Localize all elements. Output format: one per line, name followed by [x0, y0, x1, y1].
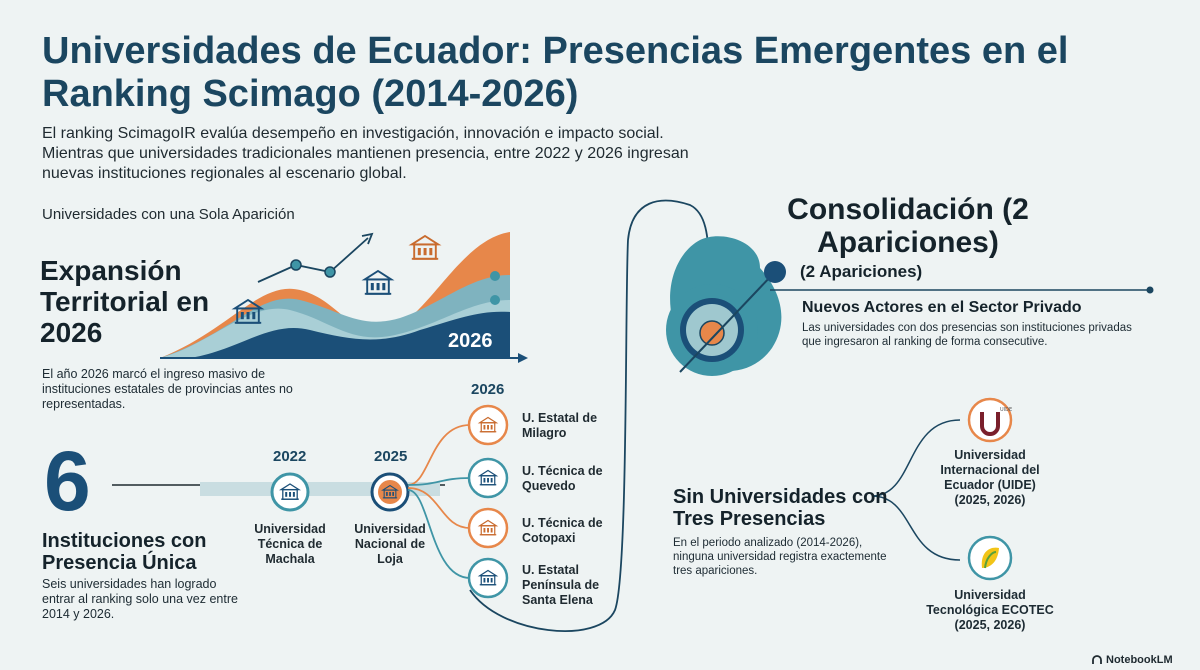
intro-line: nuevas instituciones regionales al escen…: [42, 165, 407, 182]
uide-logo: UIDE: [967, 397, 1013, 443]
chart-year-label: 2026: [448, 330, 493, 352]
intro-line: El ranking ScimagoIR evalúa desempeño en…: [42, 125, 664, 142]
consolidation-subheading: (2 Apariciones): [800, 262, 923, 281]
university-building-icon: [410, 235, 440, 260]
year-2022-label: 2022: [273, 448, 307, 465]
university-2025: Universidad Nacional de Loja: [354, 522, 426, 566]
university-2022: Universidad Técnica de Machala: [254, 522, 326, 566]
page-title: Universidades de Ecuador: Presencias Eme…: [42, 30, 1069, 115]
single-body: Seis universidades han logrado entrar al…: [42, 577, 238, 621]
trend-arrow-icon: [257, 232, 374, 283]
single-heading: Instituciones con Presencia Única: [42, 530, 207, 574]
notebooklm-logo-icon: [1092, 655, 1102, 664]
expansion-chart: [160, 232, 528, 363]
section-label-single: Universidades con una Sola Aparición: [42, 206, 295, 223]
private-sector-body: Las universidades con dos presencias son…: [802, 322, 1132, 348]
branch-connector: [871, 419, 961, 497]
three-presences-body: En el periodo analizado (2014-2026), nin…: [673, 537, 887, 577]
uide-label: Universidad Internacional del Ecuador (U…: [940, 448, 1040, 507]
brand-label: NotebookLM: [1106, 654, 1173, 666]
university-building-icon: [363, 270, 393, 295]
ecotec-label: Universidad Tecnológica ECOTEC (2025, 20…: [926, 588, 1054, 632]
single-count: 6: [44, 434, 91, 528]
year-2026-label: 2026: [471, 381, 505, 398]
three-presences-heading: Sin Universidades con Tres Presencias: [673, 486, 888, 530]
timeline-track: [112, 404, 509, 599]
svg-text:UIDE: UIDE: [1000, 407, 1012, 413]
target-icon: [666, 236, 1154, 376]
consolidation-heading: Consolidación (2 Apariciones): [787, 193, 1029, 259]
university-2026-item: U. Técnica de Quevedo: [522, 464, 603, 493]
section-connector: [469, 199, 721, 632]
university-2026-item: U. Estatal Península de Santa Elena: [522, 563, 600, 607]
expansion-body: El año 2026 marcó el ingreso masivo de i…: [42, 367, 293, 411]
intro-line: Mientras que universidades tradicionales…: [42, 145, 689, 162]
expansion-heading: Expansión Territorial en 2026: [40, 255, 210, 348]
university-2026-item: U. Técnica de Cotopaxi: [522, 516, 603, 545]
private-sector-heading: Nuevos Actores en el Sector Privado: [802, 299, 1082, 316]
year-2025-label: 2025: [374, 448, 408, 465]
ecotec-logo: [967, 535, 1013, 581]
intro-paragraph: El ranking ScimagoIR evalúa desempeño en…: [42, 124, 742, 184]
university-2026-item: U. Estatal de Milagro: [522, 411, 598, 440]
